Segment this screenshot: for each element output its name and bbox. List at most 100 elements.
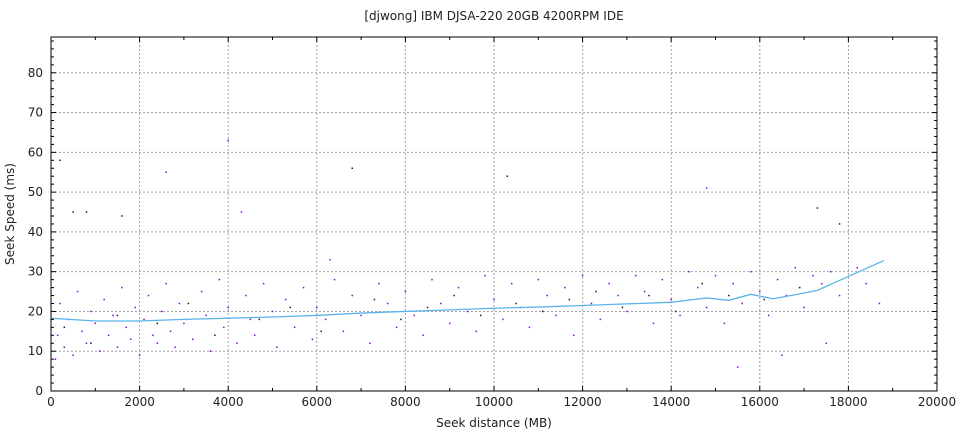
- scatter-point: [395, 326, 398, 329]
- scatter-point: [271, 310, 274, 313]
- scatter-point: [320, 330, 322, 333]
- scatter-point: [404, 290, 407, 293]
- scatter-point: [254, 334, 256, 337]
- x-tick-label: 18000: [829, 395, 867, 409]
- scatter-point: [329, 258, 331, 261]
- scatter-point: [829, 270, 832, 273]
- scatter-point: [812, 274, 814, 277]
- scatter-point: [324, 318, 327, 321]
- scatter-point: [750, 270, 752, 273]
- y-axis-label: Seek Speed (ms): [3, 163, 17, 265]
- scatter-point: [568, 298, 571, 301]
- scatter-point: [209, 350, 212, 352]
- scatter-point: [152, 334, 154, 337]
- scatter-point: [85, 211, 88, 213]
- scatter-point: [302, 286, 305, 289]
- scatter-point: [143, 318, 145, 321]
- scatter-point: [90, 310, 92, 313]
- scatter-point: [546, 294, 548, 297]
- scatter-point: [493, 298, 495, 301]
- scatter-point: [156, 342, 159, 345]
- x-axis-label: Seek distance (MB): [436, 416, 552, 430]
- scatter-point: [373, 298, 376, 301]
- scatter-point: [701, 282, 703, 285]
- scatter-point: [426, 306, 429, 309]
- scatter-point: [838, 294, 841, 297]
- axis-ticks: 0 2000 4000 6000 8000 10000 12000 14000 16000 180…: [28, 37, 956, 409]
- scatter-point: [156, 322, 159, 325]
- plot-frame: [50, 36, 938, 392]
- scatter-point: [386, 302, 389, 305]
- scatter-point: [249, 318, 252, 321]
- y-tick-label: 70: [28, 106, 43, 120]
- scatter-point: [187, 302, 190, 305]
- scatter-point: [183, 322, 185, 325]
- scatter-point: [626, 310, 628, 313]
- scatter-point: [258, 318, 260, 321]
- scatter-point: [816, 207, 819, 209]
- scatter-point: [440, 302, 442, 305]
- scatter-point: [555, 314, 557, 317]
- scatter-point: [98, 350, 101, 352]
- scatter-point: [360, 314, 362, 317]
- scatter-point: [63, 346, 66, 348]
- x-tick-label: 4000: [213, 395, 244, 409]
- y-tick-label: 50: [28, 185, 43, 199]
- scatter-point: [572, 334, 575, 337]
- x-tick-label: 2000: [124, 395, 155, 409]
- scatter-point: [192, 338, 194, 341]
- scatter-point: [705, 306, 708, 309]
- scatter-point: [838, 223, 841, 225]
- scatter-point: [457, 286, 460, 289]
- scatter-point: [227, 306, 229, 309]
- scatter-point: [741, 302, 743, 305]
- scatter-point: [670, 298, 672, 301]
- x-tick-label: 6000: [302, 395, 333, 409]
- scatter-point: [316, 306, 318, 309]
- scatter-point: [227, 139, 229, 142]
- scatter-point: [453, 294, 455, 297]
- scatter-point: [878, 302, 881, 305]
- mean-seek-line: [50, 259, 885, 322]
- x-tick-label: 10000: [475, 395, 513, 409]
- scatter-point: [608, 282, 610, 285]
- scatter-point: [56, 334, 59, 337]
- scatter-point: [103, 298, 105, 301]
- scatter-point: [661, 278, 664, 281]
- scatter-point: [714, 274, 717, 277]
- scatter-point: [276, 346, 278, 348]
- scatter-point: [90, 342, 92, 345]
- scatter-point: [431, 278, 433, 281]
- scatter-point: [475, 330, 478, 333]
- scatter-point: [736, 366, 739, 368]
- y-tick-label: 10: [28, 344, 43, 358]
- y-tick-label: 0: [35, 384, 43, 398]
- scatter-point: [134, 306, 136, 309]
- scatter-point: [767, 314, 770, 317]
- scatter-point: [697, 286, 699, 289]
- scatter-point: [763, 298, 765, 301]
- scatter-point: [138, 354, 141, 356]
- scatter-point: [705, 187, 708, 189]
- y-tick-label: 20: [28, 304, 43, 318]
- scatter-point: [515, 302, 517, 305]
- scatter-point: [590, 302, 593, 305]
- scatter-point: [214, 334, 216, 337]
- scatter-point: [223, 326, 225, 329]
- scatter-point: [112, 314, 114, 317]
- scatter-point: [648, 294, 650, 297]
- x-tick-label: 12000: [564, 395, 602, 409]
- scatter-point: [293, 326, 296, 329]
- scatter-point: [581, 274, 584, 277]
- scatter-point: [333, 278, 336, 281]
- scatter-point: [72, 354, 74, 356]
- scatter-point: [218, 278, 221, 281]
- scatter-point: [413, 314, 416, 317]
- scatter-point: [448, 322, 451, 325]
- scatter-point: [378, 282, 380, 285]
- scatter-point: [205, 314, 207, 317]
- scatter-point: [785, 294, 788, 297]
- scatter-point: [564, 286, 566, 289]
- scatter-point: [506, 175, 509, 177]
